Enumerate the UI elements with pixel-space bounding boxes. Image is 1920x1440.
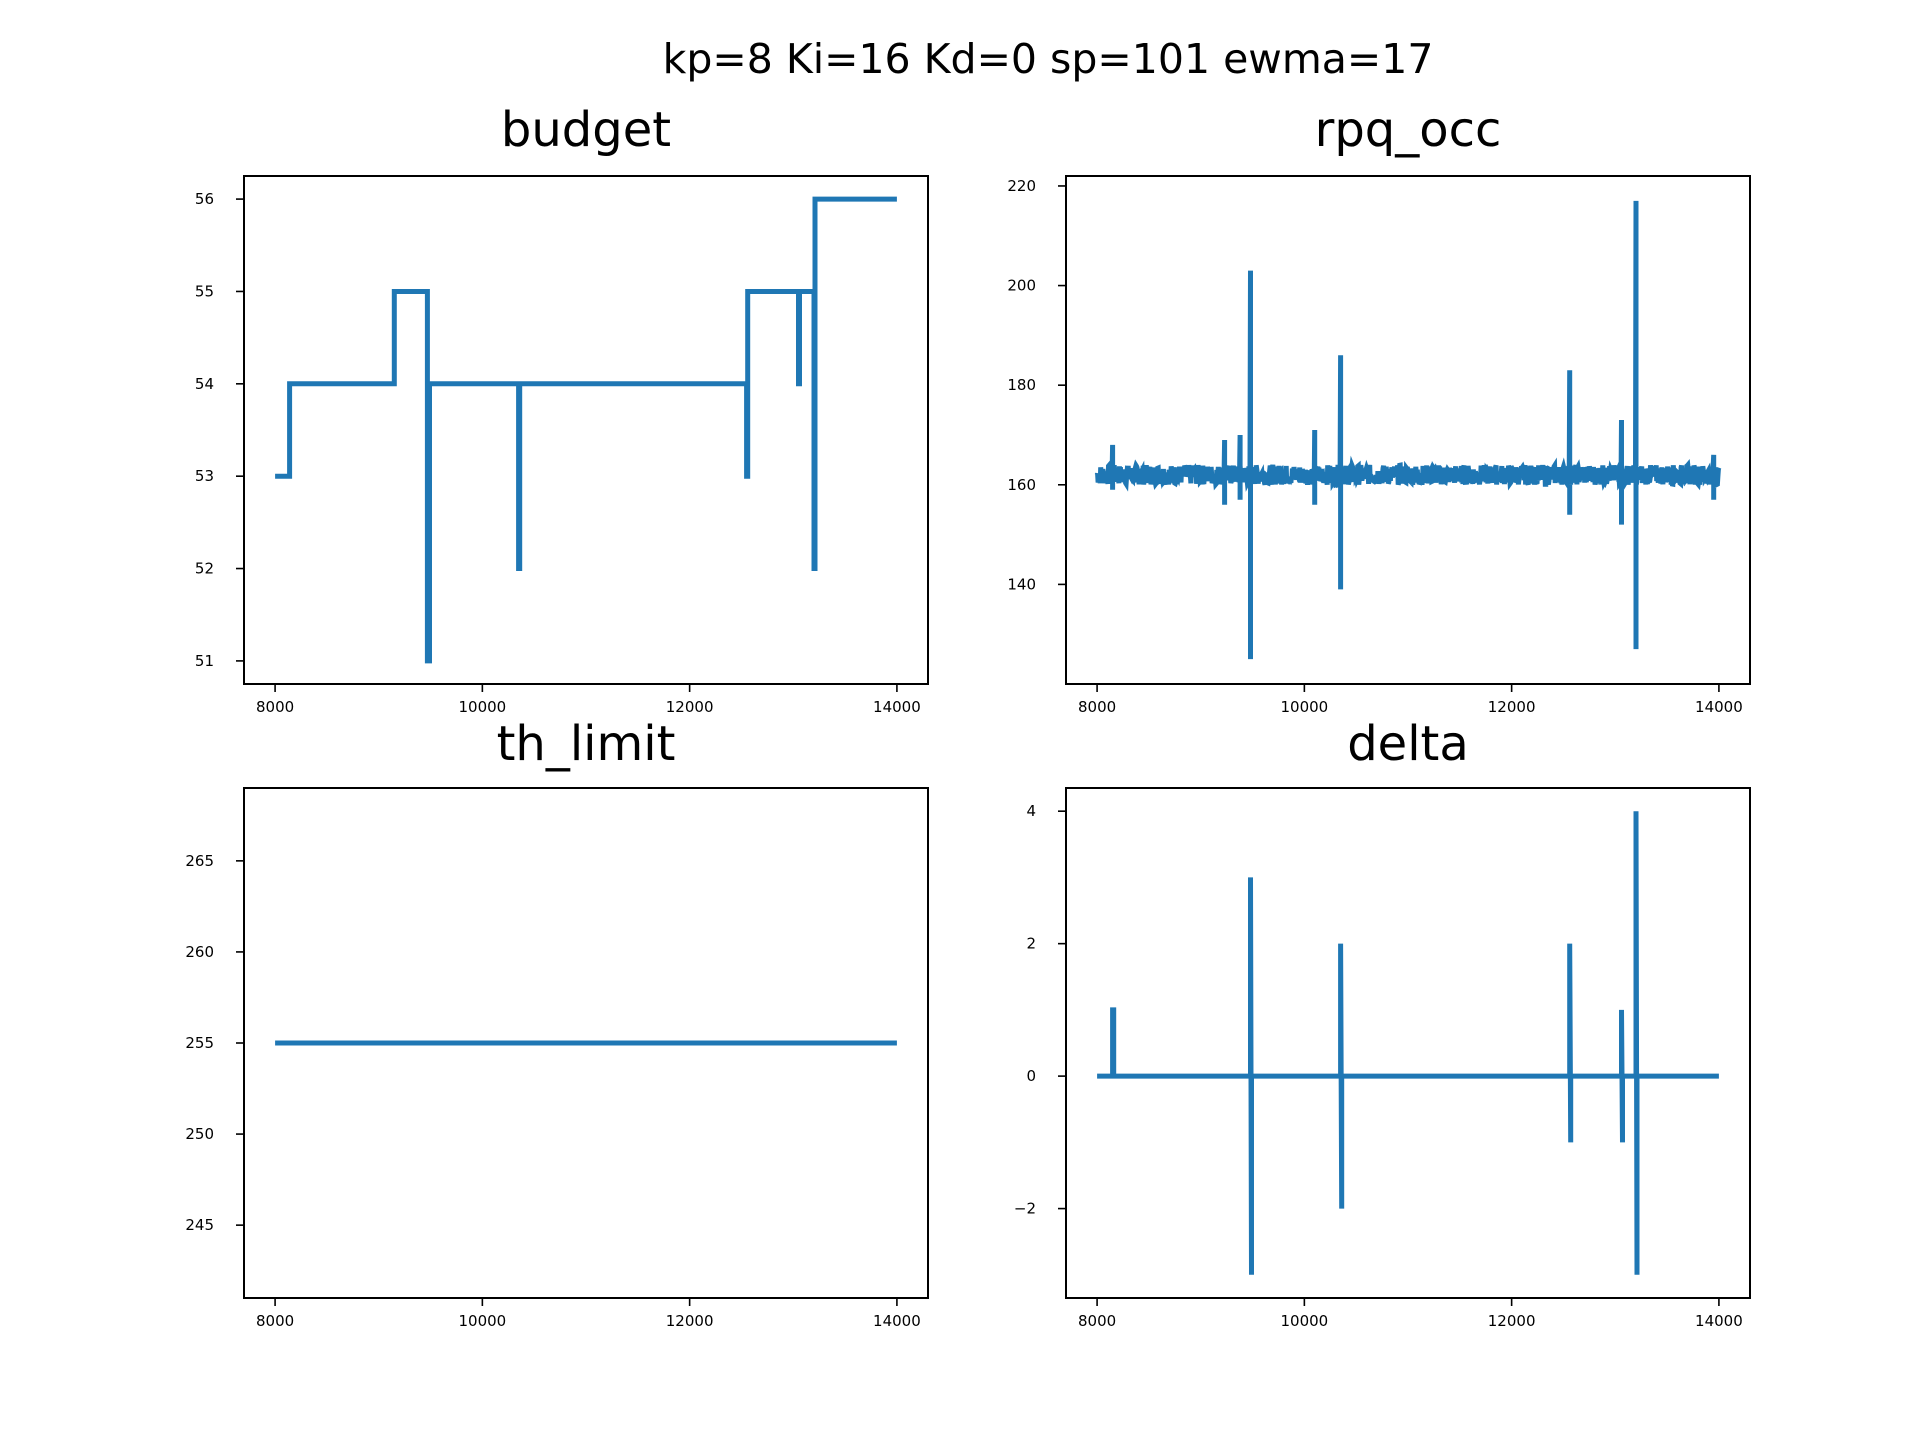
x-tick-label: 14000 [1695,1312,1743,1330]
x-tick-label: 14000 [1695,698,1743,716]
y-tick-label: 4 [1026,802,1036,820]
subplot-budget: budget 8000 10000 12000 14000 51 52 53 54 55 56 [195,102,929,716]
x-tick-label: 10000 [459,698,507,716]
x-tick-label: 8000 [1078,1312,1116,1330]
series-line [275,196,897,664]
y-tick-label: 56 [195,190,214,208]
x-tick-label: 8000 [256,698,294,716]
y-tick-label: 140 [1007,575,1036,593]
x-tick-label: 8000 [256,1312,294,1330]
subplot-title: budget [501,102,671,158]
y-tick-label: 200 [1007,277,1036,295]
axes-frame [1065,175,1751,685]
y-tick-label: 52 [195,560,214,578]
x-tick-label: 12000 [1488,1312,1536,1330]
y-tick-label: 51 [195,652,214,670]
x-tick-label: 14000 [873,698,921,716]
subplot-title: rpq_occ [1315,102,1502,158]
series-line [1097,811,1719,1275]
x-tick-label: 8000 [1078,698,1116,716]
y-tick-label: −2 [1014,1200,1036,1218]
y-tick-label: 55 [195,282,214,300]
y-tick-label: 260 [185,943,214,961]
axes-frame [243,175,929,685]
y-tick-label: 250 [185,1125,214,1143]
y-tick-label: 54 [195,375,214,393]
x-tick-label: 10000 [1281,698,1329,716]
y-tick-label: 255 [185,1034,214,1052]
x-tick-label: 12000 [1488,698,1536,716]
figure-suptitle: kp=8 Ki=16 Kd=0 sp=101 ewma=17 [663,35,1434,83]
subplot-rpq-occ: rpq_occ 8000 10000 12000 14000 140 160 180 200 22… [1007,102,1751,716]
subplot-grid: budget 8000 10000 12000 14000 51 52 53 54 55 56 rpq… [185,102,1751,1330]
x-tick-label: 12000 [666,1312,714,1330]
subplot-delta: delta 8000 10000 12000 14000 −2 0 2 4 [1014,716,1751,1330]
y-tick-label: 245 [185,1216,214,1234]
axes-frame [1065,787,1751,1299]
y-tick-label: 160 [1007,476,1036,494]
y-tick-label: 53 [195,467,214,485]
x-tick-label: 12000 [666,698,714,716]
subplot-th-limit: th_limit 8000 10000 12000 14000 245 250 255 260 2… [185,716,929,1330]
y-tick-label: 180 [1007,376,1036,394]
subplot-title: th_limit [497,716,676,772]
y-tick-label: 0 [1026,1067,1036,1085]
y-tick-label: 220 [1007,177,1036,195]
y-tick-label: 265 [185,852,214,870]
x-tick-label: 14000 [873,1312,921,1330]
series-line [1094,200,1722,660]
subplot-title: delta [1347,716,1469,772]
y-tick-label: 2 [1026,935,1036,953]
x-tick-label: 10000 [459,1312,507,1330]
x-tick-label: 10000 [1281,1312,1329,1330]
